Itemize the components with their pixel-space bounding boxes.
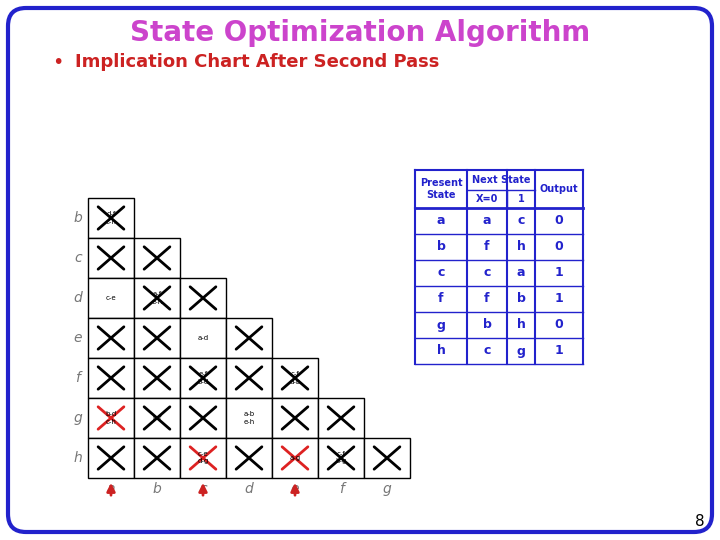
Text: e-f
b-d: e-f b-d	[197, 372, 209, 384]
Bar	[180, 358, 226, 398]
Text: b-f: b-f	[153, 415, 162, 421]
Text: c: c	[483, 267, 491, 280]
Bar	[272, 398, 318, 438]
Text: b: b	[436, 240, 446, 253]
Bar	[88, 438, 134, 478]
Text: f: f	[76, 371, 81, 385]
Text: c: c	[74, 251, 82, 265]
Text: X=0: X=0	[476, 194, 498, 204]
Text: e: e	[73, 331, 82, 345]
Bar	[134, 318, 180, 358]
Bar	[180, 318, 226, 358]
Bar	[226, 438, 272, 478]
Text: a: a	[482, 214, 491, 227]
Text: g: g	[516, 345, 526, 357]
Bar	[134, 358, 180, 398]
Text: b-d
c-h: b-d c-h	[105, 411, 117, 424]
Bar	[88, 358, 134, 398]
Text: 1: 1	[554, 293, 563, 306]
Text: Output: Output	[540, 184, 578, 194]
Bar	[88, 318, 134, 358]
Text: f: f	[338, 482, 343, 496]
Text: h: h	[436, 345, 446, 357]
Bar	[272, 358, 318, 398]
Text: e: e	[291, 482, 300, 496]
Bar	[88, 198, 134, 238]
Text: a: a	[107, 482, 115, 496]
Bar	[364, 438, 410, 478]
Text: d: d	[73, 291, 82, 305]
Text: c-f
b-g: c-f b-g	[336, 451, 346, 464]
Text: 1: 1	[518, 194, 524, 204]
Text: b: b	[516, 293, 526, 306]
Bar	[180, 398, 226, 438]
Bar	[134, 398, 180, 438]
Text: c-f
d-b: c-f d-b	[289, 372, 301, 384]
Text: 1: 1	[554, 267, 563, 280]
Text: c-e: c-e	[106, 295, 117, 301]
Text: c: c	[437, 267, 445, 280]
Bar	[318, 438, 364, 478]
Text: g: g	[73, 411, 82, 425]
Text: Next State: Next State	[472, 175, 530, 185]
Bar	[88, 278, 134, 318]
Text: State Optimization Algorithm: State Optimization Algorithm	[130, 19, 590, 47]
Text: •: •	[53, 52, 63, 71]
Text: Implication Chart After Second Pass: Implication Chart After Second Pass	[75, 53, 439, 71]
Text: d-f
c-h: d-f c-h	[106, 212, 117, 225]
Text: c: c	[199, 482, 207, 496]
Text: 0: 0	[554, 240, 563, 253]
Text: a-b
e-h: a-b e-h	[243, 411, 255, 424]
Text: h: h	[73, 451, 82, 465]
Text: a: a	[517, 267, 526, 280]
Text: Present
State: Present State	[420, 178, 462, 200]
Text: c: c	[517, 214, 525, 227]
Text: h: h	[516, 240, 526, 253]
Text: a: a	[437, 214, 445, 227]
Text: 8: 8	[696, 515, 705, 530]
Text: 0: 0	[554, 319, 563, 332]
Bar	[180, 438, 226, 478]
Text: b: b	[73, 211, 82, 225]
Text: c-e
d-g: c-e d-g	[197, 451, 209, 464]
Text: a-g: a-g	[289, 455, 300, 461]
Bar	[226, 398, 272, 438]
Text: a-f
e-h: a-f e-h	[151, 292, 163, 305]
Bar	[226, 358, 272, 398]
Text: a-d: a-d	[197, 335, 209, 341]
Text: 0: 0	[554, 214, 563, 227]
Text: h: h	[516, 319, 526, 332]
Bar	[318, 398, 364, 438]
Text: b: b	[153, 482, 161, 496]
Text: f: f	[485, 240, 490, 253]
Bar	[180, 278, 226, 318]
Bar	[134, 238, 180, 278]
Text: b: b	[482, 319, 492, 332]
Text: c: c	[483, 345, 491, 357]
Bar	[272, 438, 318, 478]
Text: f: f	[438, 293, 444, 306]
Bar	[88, 398, 134, 438]
Text: d: d	[245, 482, 253, 496]
Text: g: g	[436, 319, 446, 332]
Bar	[226, 318, 272, 358]
Text: 1: 1	[554, 345, 563, 357]
Text: f: f	[485, 293, 490, 306]
Text: g: g	[382, 482, 392, 496]
FancyBboxPatch shape	[8, 8, 712, 532]
Bar	[134, 278, 180, 318]
Bar	[88, 238, 134, 278]
Bar	[134, 438, 180, 478]
